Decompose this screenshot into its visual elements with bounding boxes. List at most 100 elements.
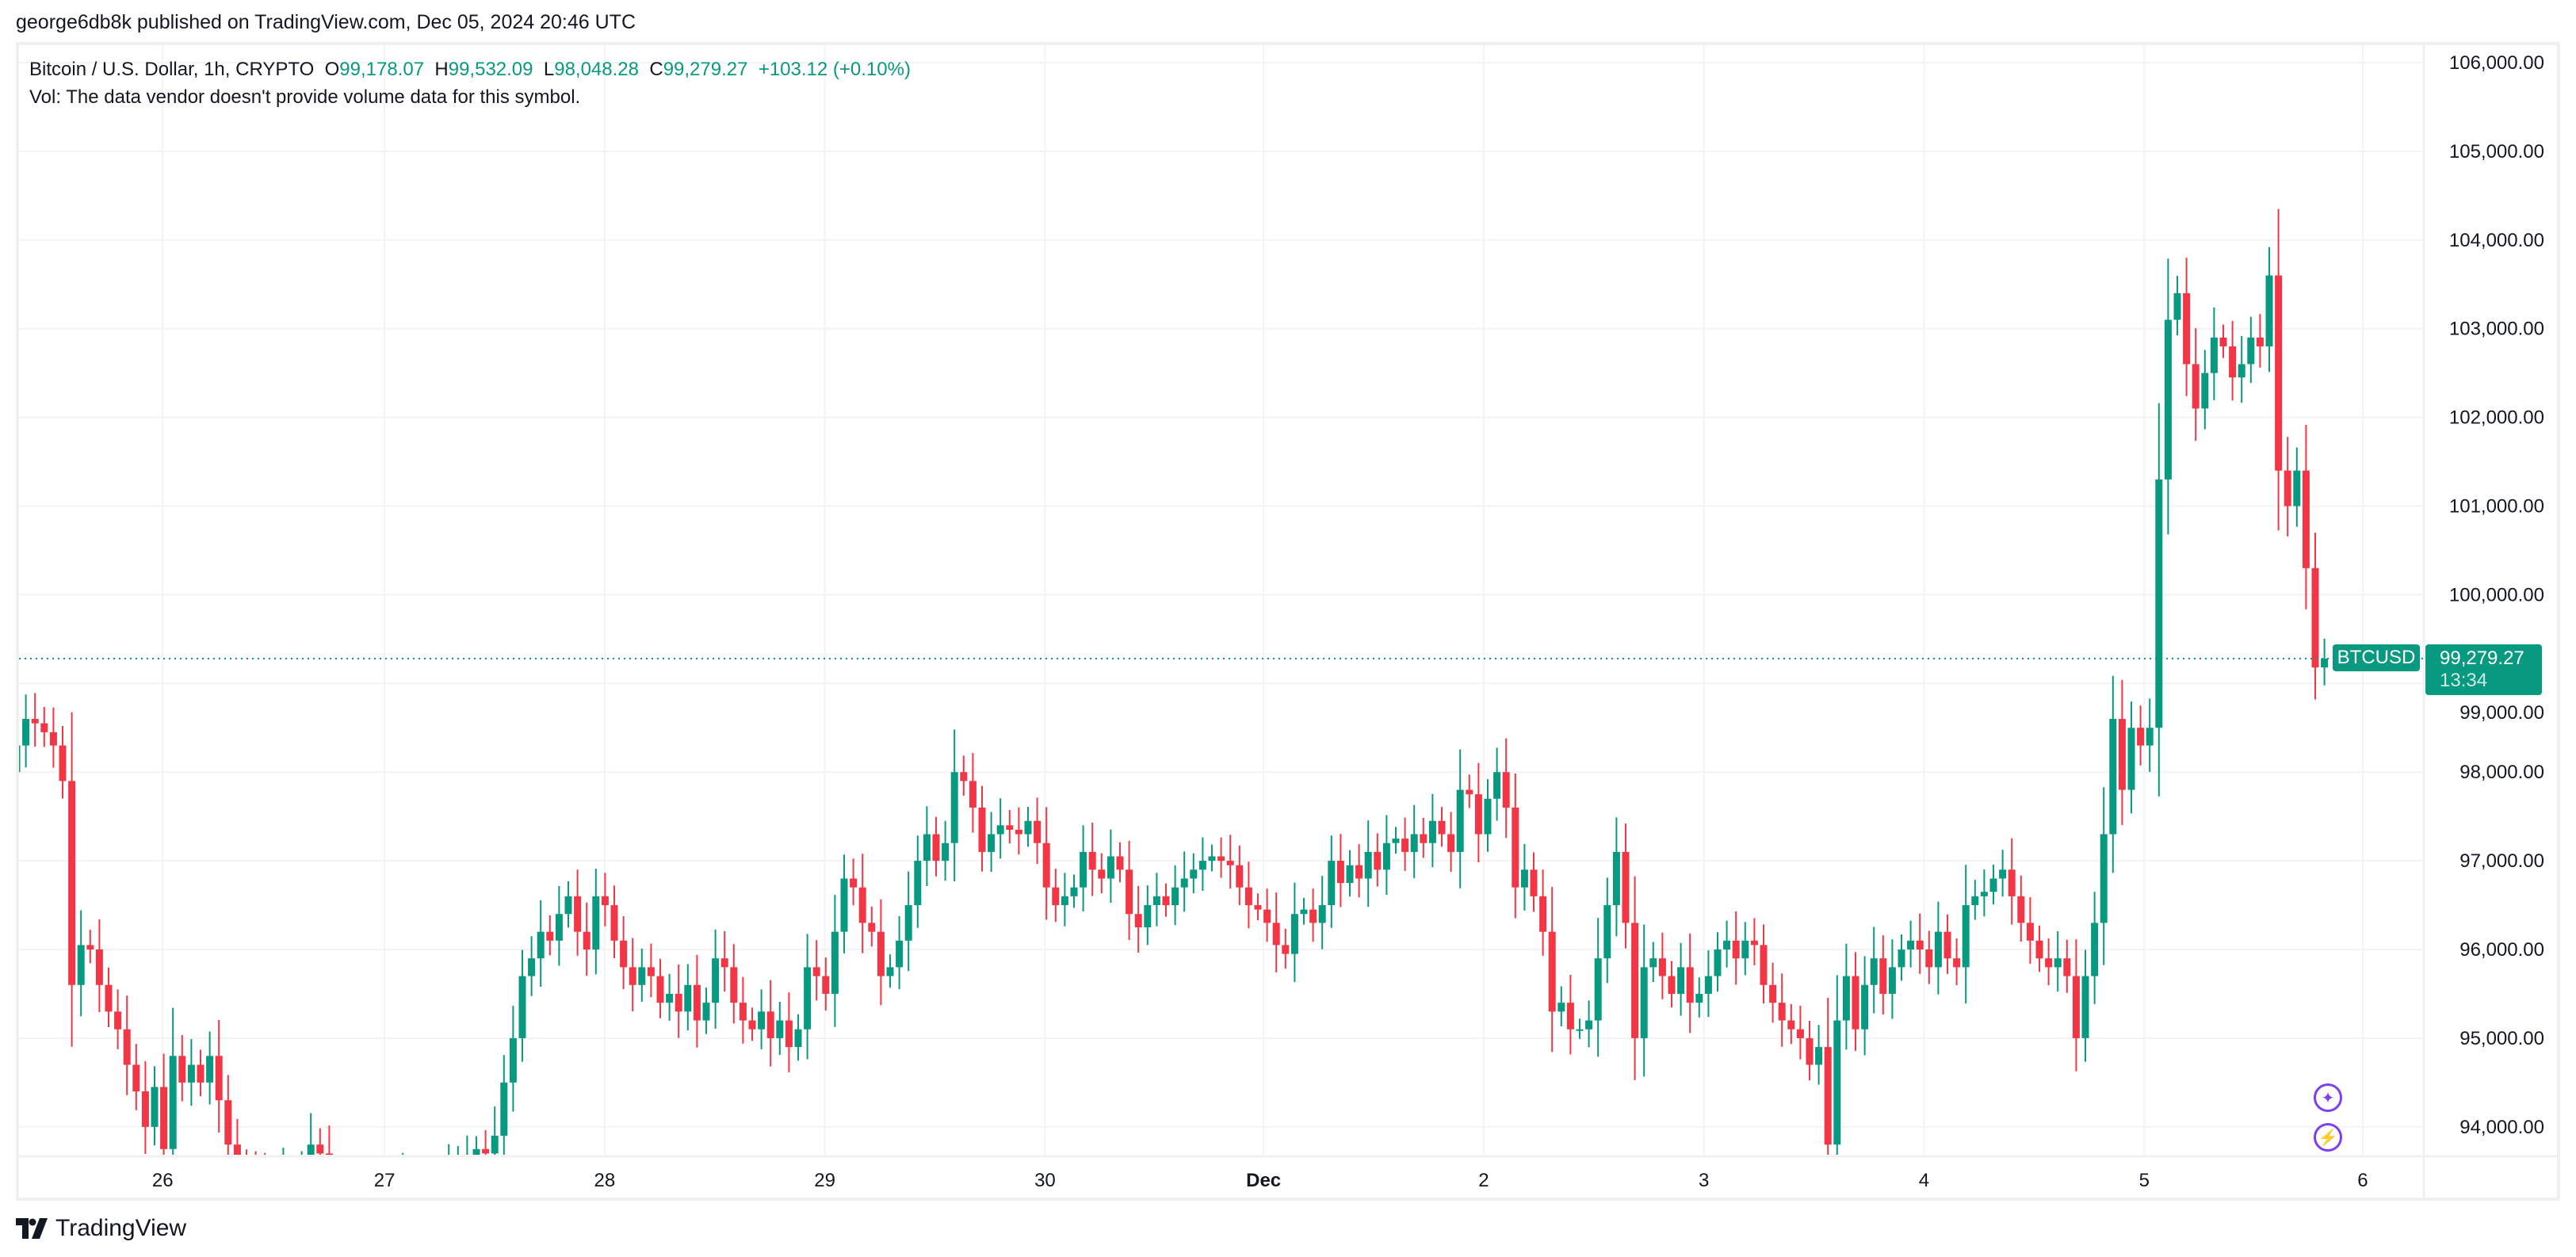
candle-body [1530, 869, 1538, 896]
candle-body [564, 896, 572, 915]
lightning-icon[interactable]: ⚡ [2314, 1123, 2342, 1152]
candle-body [2054, 958, 2062, 968]
candle-body [482, 1148, 490, 1154]
candle-body [978, 807, 986, 852]
tradingview-logo-icon [16, 1218, 48, 1239]
high-label: H [434, 59, 449, 80]
candle-body [1198, 861, 1206, 870]
candle-body [1548, 931, 1556, 1012]
candle-body [2284, 470, 2291, 506]
candle-body [794, 1029, 802, 1048]
candle-body [1668, 976, 1676, 994]
candle-body [2219, 337, 2227, 347]
candle-body [730, 967, 738, 1003]
candle-body [132, 1064, 140, 1092]
candle-body [1420, 834, 1428, 843]
candle-body [472, 1148, 480, 1155]
candle-body [1364, 851, 1372, 879]
last-price-tag: 99,279.27 13:34 [2425, 644, 2542, 695]
candle-body [1916, 940, 1924, 949]
candle-body [2192, 364, 2200, 409]
candle-body [1106, 856, 1114, 879]
candle-body [1254, 905, 1262, 910]
candle-body [2302, 470, 2310, 568]
candle-body [1272, 923, 1280, 946]
time-axis-label: Dec [1246, 1170, 1281, 1191]
candle-body [1438, 820, 1446, 835]
candle-body [1686, 967, 1694, 1003]
candle-body [1989, 878, 1997, 892]
candle-body [2321, 659, 2329, 668]
candle-body [620, 940, 628, 968]
time-axis-label: 27 [374, 1170, 396, 1191]
candle-body [500, 1082, 508, 1136]
tradingview-logo[interactable]: TradingView [16, 1215, 186, 1242]
candle-body [1401, 839, 1409, 852]
candle-body [1080, 851, 1087, 888]
candle-body [776, 1020, 784, 1038]
candle-body [1806, 1037, 1814, 1065]
candle-body [2247, 337, 2255, 365]
candle-body [1217, 856, 1225, 862]
candle-body [1714, 949, 1722, 976]
candle-body [187, 1064, 195, 1083]
candle-body [1015, 829, 1022, 835]
candle-body [233, 1144, 241, 1155]
candle-body [1833, 1020, 1841, 1145]
last-price: 99,279.27 [2440, 648, 2524, 669]
candle-body [1695, 993, 1703, 1003]
candle-body [528, 958, 536, 976]
candle-body [739, 1003, 747, 1021]
candle-body [436, 1180, 443, 1189]
candle-body [2109, 719, 2117, 835]
candle-body [610, 905, 618, 941]
candle-body [2100, 834, 2108, 923]
candle-body [19, 745, 21, 773]
candle-body [1484, 798, 1492, 835]
candle-body [2081, 976, 2089, 1038]
candle-body [712, 958, 720, 1003]
candle-body [1006, 825, 1014, 830]
candle-body [675, 993, 682, 1012]
sparkle-icon[interactable]: ✦ [2314, 1083, 2342, 1112]
candle-body [1512, 807, 1519, 888]
candle-body [1162, 896, 1170, 906]
candle-body [31, 719, 39, 724]
candle-body [1980, 892, 1988, 896]
candle-body [1328, 861, 1336, 906]
candle-body [656, 976, 664, 1003]
candle-body [40, 723, 48, 732]
candle-body [988, 834, 996, 852]
symbol-title[interactable]: Bitcoin / U.S. Dollar, 1h, CRYPTO [29, 59, 315, 80]
candle-body [1649, 958, 1657, 968]
candle-body [2035, 940, 2043, 959]
candle-body [868, 923, 876, 932]
candle-body [886, 967, 894, 976]
candle-body [960, 772, 968, 781]
candle-body [647, 967, 655, 976]
candle-body [996, 825, 1004, 835]
low-label: L [543, 59, 555, 80]
candle-body [2026, 923, 2034, 941]
candle-body [1318, 905, 1326, 923]
candle-body [1888, 967, 1896, 994]
candle-body [666, 993, 674, 1003]
candle-body [1336, 861, 1344, 884]
candle-body [2008, 869, 2016, 896]
candle-body [344, 1189, 351, 1198]
candle-body [1290, 914, 1298, 954]
candle-body [1658, 958, 1666, 976]
candle-body [766, 1011, 774, 1038]
candle-body [1750, 940, 1758, 946]
candle-body [1152, 896, 1160, 906]
candle-body [1382, 842, 1390, 870]
candle-body [1934, 931, 1942, 968]
candle-body [2210, 337, 2218, 373]
candle-body [2173, 292, 2181, 320]
candle-body [2164, 319, 2172, 479]
price-axis-label: 94,000.00 [2459, 1117, 2544, 1138]
ticker-label: BTCUSD [2337, 647, 2416, 668]
candle-body [408, 1180, 415, 1189]
candle-body [923, 834, 931, 862]
